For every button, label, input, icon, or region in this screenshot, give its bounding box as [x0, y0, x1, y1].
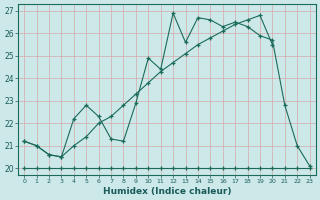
X-axis label: Humidex (Indice chaleur): Humidex (Indice chaleur): [103, 187, 231, 196]
